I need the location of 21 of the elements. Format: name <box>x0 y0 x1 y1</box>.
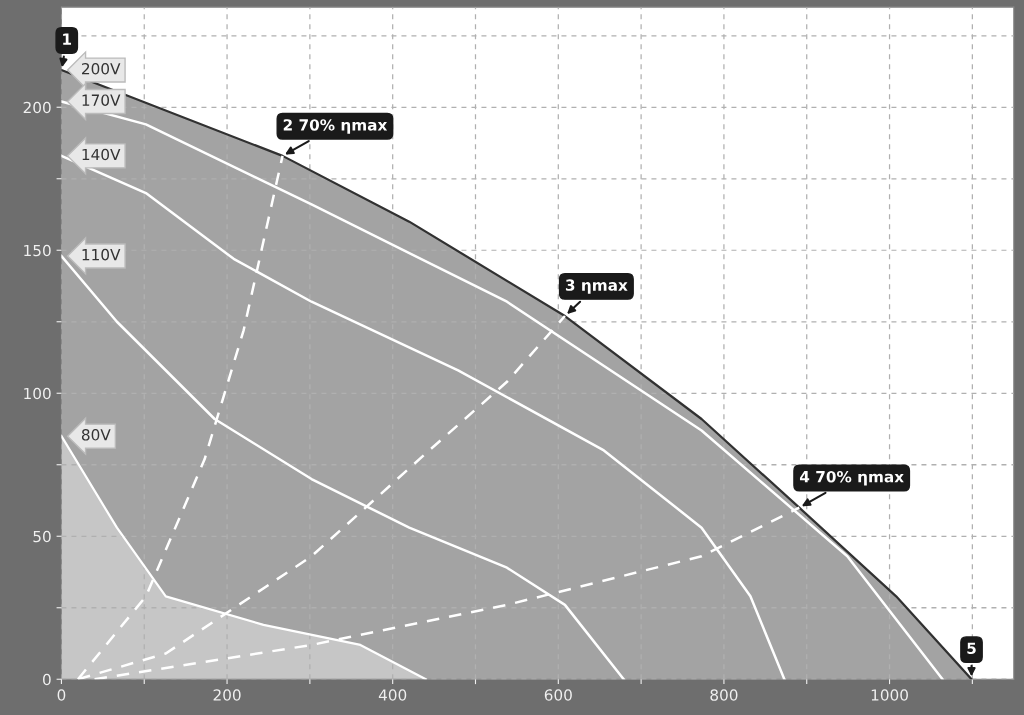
x-tick-label: 0 <box>57 689 66 701</box>
x-tick-label: 1000 <box>871 689 908 701</box>
y-tick-label: 50 <box>33 530 51 543</box>
x-tick-label: 200 <box>213 689 241 701</box>
annotation: 5 <box>967 642 976 655</box>
series-label: 140V <box>82 148 121 161</box>
y-tick-label: 100 <box>24 387 51 400</box>
annotation: 4 70% ηmax <box>799 470 904 486</box>
y-tick-label: 200 <box>23 101 51 114</box>
y-tick-label: 0 <box>43 673 51 686</box>
x-tick-label: 400 <box>378 689 407 701</box>
series-label: 170V <box>82 94 121 106</box>
annotation: 2 70% ηmax <box>283 119 388 134</box>
series-label: 200V <box>82 62 121 75</box>
annotation: 3 ηmax <box>565 279 628 294</box>
series-label: 80V <box>81 429 111 441</box>
x-tick-label: 600 <box>544 689 572 701</box>
y-tick-label: 150 <box>24 244 51 257</box>
series-label: 110V <box>82 248 121 261</box>
annotation: 1 <box>63 33 72 45</box>
x-tick-label: 800 <box>710 689 738 701</box>
